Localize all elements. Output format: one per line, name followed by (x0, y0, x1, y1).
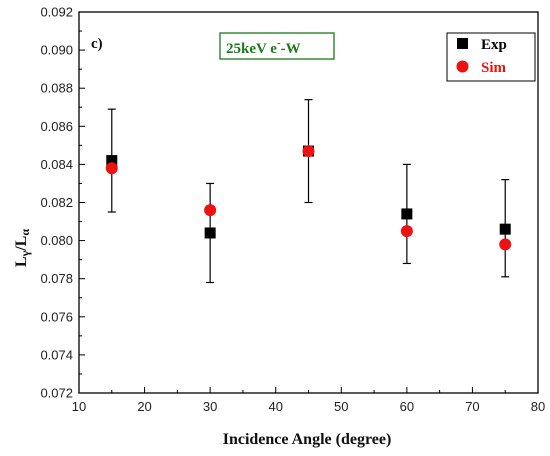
exp-point (401, 208, 413, 220)
legend-frame (446, 32, 536, 82)
legend: Exp Sim (446, 32, 536, 82)
y-tick-label: 0.082 (40, 195, 73, 210)
annotation-text: 25keV e--W (226, 37, 301, 57)
y-tick-label: 0.072 (40, 386, 73, 401)
exp-point (204, 227, 216, 239)
x-tick-label: 60 (400, 399, 414, 414)
annotation-box: 25keV e--W (219, 32, 335, 60)
sim-point (105, 162, 118, 175)
y-tick-label: 0.080 (40, 233, 73, 248)
x-tick-label: 80 (531, 399, 545, 414)
panel-label: c) (91, 36, 103, 52)
y-title-sub2: α (18, 229, 32, 236)
sim-point (204, 204, 217, 217)
x-tick-label: 50 (334, 399, 348, 414)
legend-exp-marker (457, 38, 468, 49)
y-tick-label: 0.088 (40, 81, 73, 96)
y-title-sub1: γ (18, 250, 32, 257)
x-tick-label: 10 (72, 399, 86, 414)
annotation-superscript: - (277, 37, 281, 49)
legend-exp-label: Exp (481, 37, 507, 53)
x-tick-label: 40 (268, 399, 282, 414)
y-tick-label: 0.076 (40, 309, 73, 324)
x-tick-label: 70 (465, 399, 479, 414)
annotation-main: 25keV e (226, 41, 277, 57)
y-tick-label: 0.086 (40, 119, 73, 134)
annotation-frame (219, 32, 335, 60)
y-axis-ticks: 0.072 0.074 0.076 0.078 0.080 0.082 0.084 0.086… (40, 5, 85, 401)
annotation-tail: -W (281, 41, 301, 57)
x-tick-label: 30 (203, 399, 217, 414)
y-tick-label: 0.074 (40, 347, 73, 362)
y-tick-label: 0.078 (40, 271, 73, 286)
y-axis-title: Lγ/Lα (13, 229, 32, 267)
x-axis-title: Incidence Angle (degree) (223, 431, 392, 448)
x-tick-label: 20 (137, 399, 151, 414)
legend-sim-marker (456, 60, 469, 73)
legend-sim-label: Sim (481, 60, 507, 76)
y-tick-label: 0.092 (40, 5, 73, 20)
error-bars (107, 99, 510, 284)
exp-point (499, 223, 511, 235)
y-title-main: L (13, 256, 30, 267)
exp-point (106, 155, 118, 167)
data-points (105, 145, 512, 251)
y-tick-label: 0.090 (40, 43, 73, 58)
y-tick-label: 0.084 (40, 157, 73, 172)
sim-point (499, 238, 512, 251)
sim-point (302, 145, 315, 158)
sim-point (400, 225, 413, 238)
y-title-mid: /L (13, 236, 30, 252)
x-axis-ticks: 10 20 30 40 50 60 70 80 (72, 387, 545, 414)
